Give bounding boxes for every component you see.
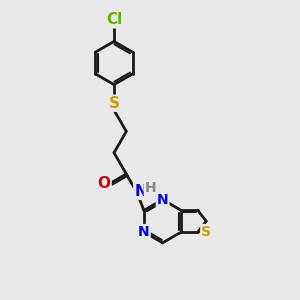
Text: O: O <box>98 176 111 190</box>
Text: N: N <box>157 193 168 207</box>
Text: N: N <box>138 225 150 239</box>
Text: S: S <box>109 96 119 111</box>
Text: N: N <box>134 184 147 199</box>
Text: S: S <box>201 225 211 239</box>
Text: H: H <box>145 181 156 195</box>
Text: Cl: Cl <box>106 12 122 27</box>
